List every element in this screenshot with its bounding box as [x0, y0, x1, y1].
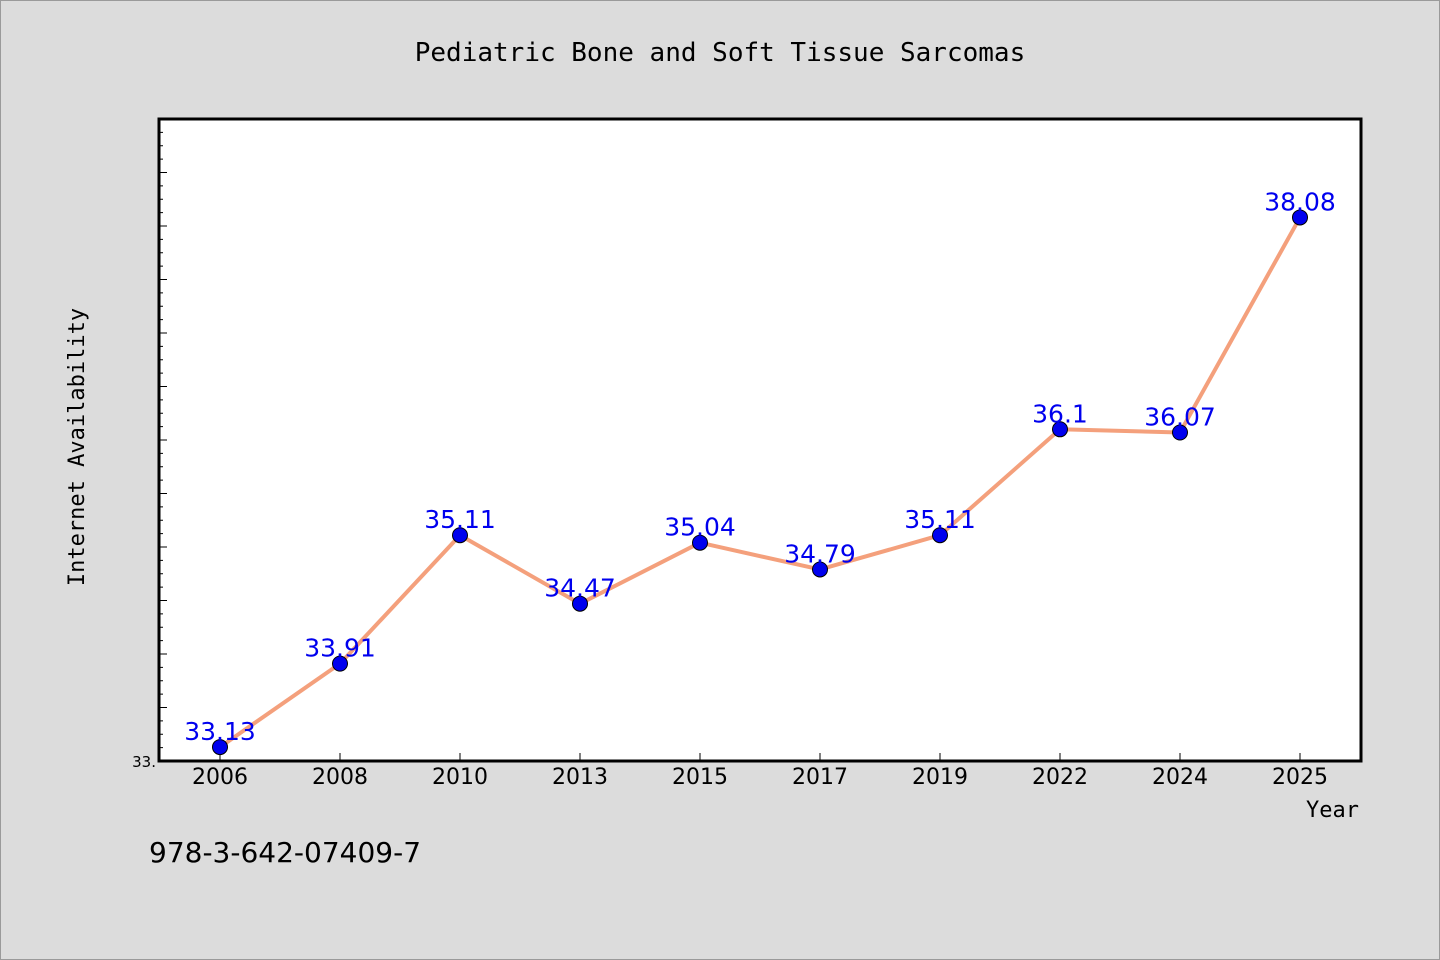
data-label: 35.11: [424, 505, 496, 534]
data-point: [1172, 424, 1188, 441]
x-tick-label: 2025: [1272, 765, 1328, 790]
footer-isbn: 978-3-642-07409-7: [149, 836, 421, 869]
data-point: [572, 595, 588, 612]
data-label: 34.47: [544, 574, 616, 603]
data-label: 35.04: [664, 513, 736, 542]
data-point: [692, 534, 708, 551]
data-label: 38.08: [1264, 187, 1336, 216]
data-label: 36.07: [1144, 403, 1216, 432]
data-label: 35.11: [904, 505, 976, 534]
x-tick-label: 2022: [1032, 765, 1088, 790]
data-point: [452, 527, 468, 544]
x-tick-label: 2015: [672, 765, 728, 790]
series-line: [218, 216, 1302, 749]
data-point: [1292, 209, 1308, 226]
chart-title: Pediatric Bone and Soft Tissue Sarcomas: [415, 38, 1025, 68]
x-tick-label: 2017: [792, 765, 848, 790]
x-tick-label: 2024: [1152, 765, 1208, 790]
x-tick-label: 2006: [192, 765, 248, 790]
data-point: [812, 561, 828, 578]
x-axis-label: Year: [1306, 798, 1359, 823]
data-label: 33.91: [304, 634, 376, 663]
data-point: [1052, 421, 1068, 438]
data-label: 36.1: [1032, 399, 1088, 428]
x-tick-label: 2010: [432, 765, 488, 790]
data-label: 33.13: [184, 717, 256, 746]
data-point: [212, 739, 228, 756]
data-label: 34.79: [784, 539, 856, 568]
x-tick-label: 2013: [552, 765, 608, 790]
x-axis-ticks: 2006 2008 2010 2013 2015 2017 2019 2022 2024 2025: [192, 753, 1328, 790]
y-axis-ticks: 33.: [132, 118, 167, 771]
series-group: 33.13 33.91 35.11 34.47 35.04 34.79 35.11 36.1 3…: [184, 187, 1336, 756]
plot-area: [157, 117, 1363, 763]
data-point: [932, 527, 948, 544]
x-tick-label: 2008: [312, 765, 368, 790]
data-point: [332, 655, 348, 672]
x-tick-label: 2019: [912, 765, 968, 790]
y-tick-label: 33.: [132, 753, 156, 771]
y-axis-label: Internet Availability: [65, 308, 90, 586]
